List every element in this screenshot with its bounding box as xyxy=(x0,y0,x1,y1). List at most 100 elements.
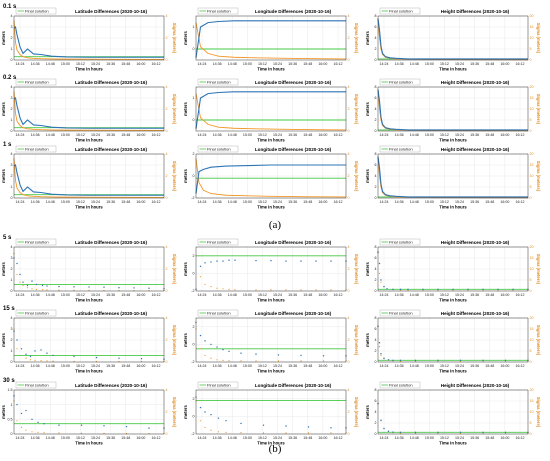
solution-point xyxy=(204,262,206,264)
solution-point xyxy=(31,280,33,282)
y-tick-label: 6 xyxy=(375,25,377,29)
sigma-point xyxy=(25,429,27,431)
plot-frame xyxy=(13,317,165,363)
sigma-point xyxy=(52,360,54,362)
solution-point xyxy=(452,288,454,291)
legend-box xyxy=(197,78,239,86)
sigma-point xyxy=(103,432,105,434)
x-tick-label: 14:48 xyxy=(228,200,237,204)
x-tick-label: 15:36 xyxy=(470,293,479,297)
x-tick-label: 15:12 xyxy=(258,436,267,440)
y2-tick-label: 15 xyxy=(530,96,534,100)
sigma-point xyxy=(199,420,202,422)
panel: Longitude Differences (2020-10-16) Final … xyxy=(183,78,359,143)
solution-point xyxy=(277,354,280,356)
x-tick-label: 16:00 xyxy=(318,293,327,297)
y-tick-label: 8 xyxy=(375,388,377,392)
x-tick-label: 15:48 xyxy=(303,293,312,297)
y2-tick-label: 20 xyxy=(530,85,534,89)
panel: Longitude Differences (2020-10-16) Final … xyxy=(183,238,359,303)
x-tick-label: 15:00 xyxy=(61,133,70,137)
solution-point xyxy=(31,418,33,421)
solution-point xyxy=(322,355,325,357)
y-tick-label: 4 xyxy=(375,174,377,178)
plot-frame xyxy=(377,317,529,363)
x-tick-label: 16:12 xyxy=(516,62,525,66)
sigma-point xyxy=(330,432,332,434)
x-tick-label: 15:00 xyxy=(425,293,434,297)
x-tick-label: 14:36 xyxy=(395,293,404,297)
solution-point xyxy=(399,288,402,291)
solution-point xyxy=(285,260,287,262)
sigma-point xyxy=(46,360,48,362)
y-tick-label: 0 xyxy=(375,196,377,200)
y-axis-label: meters xyxy=(1,30,6,44)
legend-box xyxy=(15,145,57,153)
panel-title: Longitude Differences (2020-10-16) xyxy=(255,311,332,316)
y2-axis-label: Sigma (meters) xyxy=(536,397,541,428)
solution-point xyxy=(399,431,402,434)
sigma-point xyxy=(16,420,18,422)
solution-point xyxy=(414,359,417,362)
y2-tick-label: 5 xyxy=(530,421,532,425)
x-tick-label: 16:12 xyxy=(152,364,161,368)
x-tick-label: 15:24 xyxy=(455,133,464,137)
solution-point xyxy=(16,403,18,406)
y2-tick-label: 15 xyxy=(530,256,534,260)
solution-point xyxy=(225,420,227,422)
legend-label: Final solution xyxy=(207,310,231,315)
plot-area xyxy=(196,390,346,434)
legend-box xyxy=(15,7,57,15)
x-axis-label: Time in hours xyxy=(257,205,285,210)
x-tick-label: 15:12 xyxy=(440,364,449,368)
x-tick-label: 15:48 xyxy=(121,293,130,297)
y2-tick-label: 10 xyxy=(530,107,534,111)
sigma-point xyxy=(210,286,212,288)
sigma-point xyxy=(300,360,302,362)
y-axis-label: meters xyxy=(365,30,370,44)
y2-tick-label: 0 xyxy=(166,196,168,200)
y-tick-label: 4 xyxy=(375,267,377,271)
panel-title: Height Differences (2020-10-16) xyxy=(441,9,510,14)
y2-tick-label: 15 xyxy=(530,327,534,331)
solution-point xyxy=(118,287,120,289)
x-tick-label: 16:00 xyxy=(136,293,145,297)
y-tick-label: 0 xyxy=(11,432,13,436)
sigma-point xyxy=(34,359,36,361)
solution-series xyxy=(195,20,346,58)
x-tick-label: 16:12 xyxy=(152,133,161,137)
legend-box xyxy=(15,238,57,246)
x-tick-label: 16:12 xyxy=(334,200,343,204)
x-tick-label: 15:48 xyxy=(485,364,494,368)
solution-point xyxy=(199,334,202,337)
plot-frame xyxy=(195,317,347,363)
solution-series xyxy=(13,97,164,129)
x-tick-label: 14:24 xyxy=(380,200,389,204)
x-tick-label: 15:48 xyxy=(485,200,494,204)
solution-point xyxy=(437,288,439,291)
x-tick-label: 15:24 xyxy=(91,293,100,297)
x-axis-label: Time in hours xyxy=(75,138,103,143)
x-tick-label: 16:12 xyxy=(334,436,343,440)
x-tick-label: 15:36 xyxy=(288,200,297,204)
x-axis-label: Time in hours xyxy=(439,369,467,374)
panel: Height Differences (2020-10-16) Final sol… xyxy=(365,78,541,143)
x-tick-label: 15:48 xyxy=(121,200,130,204)
x-tick-label: 15:36 xyxy=(470,200,479,204)
x-tick-label: 15:24 xyxy=(273,293,282,297)
x-tick-label: 15:36 xyxy=(470,436,479,440)
y2-tick-label: 0 xyxy=(348,432,350,436)
x-tick-label: 14:24 xyxy=(380,62,389,66)
x-tick-label: 15:36 xyxy=(288,62,297,66)
solution-point xyxy=(380,419,382,421)
solution-point xyxy=(216,260,218,262)
solution-point xyxy=(285,425,287,427)
x-tick-label: 15:36 xyxy=(470,133,479,137)
panel-title: Height Differences (2020-10-16) xyxy=(441,80,510,85)
sigma-series xyxy=(13,20,165,60)
solution-series xyxy=(377,156,528,198)
y-axis-label: meters xyxy=(1,261,6,275)
plot-area xyxy=(196,247,346,291)
row-label: 0.2 s xyxy=(3,75,17,81)
sigma-point xyxy=(270,289,272,291)
